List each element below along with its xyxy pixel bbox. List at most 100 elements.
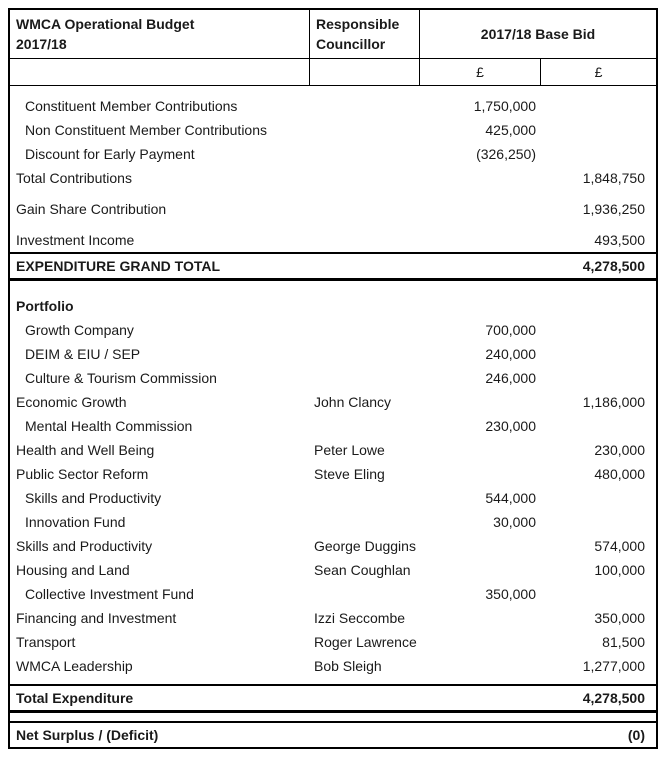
row-detail-amount: [420, 390, 541, 414]
row-total-amount: [541, 118, 656, 142]
budget-table: WMCA Operational Budget 2017/18 Responsi…: [8, 8, 658, 749]
row-label: [10, 221, 310, 228]
row-label: Skills and Productivity: [16, 538, 153, 554]
row-councillor: John Clancy: [314, 394, 392, 410]
row-detail-amount: [420, 281, 541, 294]
row-detail-amount: 240,000: [485, 346, 536, 362]
row-label: Collective Investment Fund: [25, 586, 194, 602]
table-row: [10, 221, 656, 228]
row-councillor: [310, 228, 420, 252]
table-row: Economic Growth John Clancy 1,186,000: [10, 390, 656, 414]
row-label: Growth Company: [25, 322, 134, 338]
row-detail-amount: 230,000: [485, 418, 536, 434]
row-label: Constituent Member Contributions: [25, 98, 238, 114]
row-detail-amount: [420, 438, 541, 462]
row-councillor: [310, 342, 420, 366]
row-detail-amount: 544,000: [485, 490, 536, 506]
row-councillor: Steve Eling: [314, 466, 385, 482]
row-total-amount: 4,278,500: [582, 258, 645, 274]
row-detail-amount: [420, 294, 541, 318]
row-total-amount: 230,000: [594, 442, 645, 458]
table-row: EXPENDITURE GRAND TOTAL 4,278,500: [10, 252, 656, 281]
row-detail-amount: 246,000: [485, 370, 536, 386]
row-label: [10, 713, 310, 721]
row-detail-amount: [420, 166, 541, 190]
header-empty-cell-1: [10, 59, 310, 86]
currency-symbol-detail: £: [420, 59, 541, 86]
table-row: Skills and Productivity 544,000: [10, 486, 656, 510]
row-total-amount: 1,936,250: [582, 201, 645, 217]
row-detail-amount: [420, 630, 541, 654]
row-detail-amount: [420, 686, 541, 710]
row-detail-amount: [420, 228, 541, 252]
table-row: Constituent Member Contributions 1,750,0…: [10, 94, 656, 118]
row-total-amount: [541, 678, 656, 684]
table-body: Constituent Member Contributions 1,750,0…: [10, 86, 656, 747]
table-row: Growth Company 700,000: [10, 318, 656, 342]
table-row: [10, 713, 656, 721]
row-label: Skills and Productivity: [25, 490, 162, 506]
row-total-amount: 350,000: [594, 610, 645, 626]
row-label: DEIM & EIU / SEP: [25, 346, 141, 362]
row-councillor: [310, 254, 420, 278]
row-councillor: [310, 94, 420, 118]
row-detail-amount: [420, 462, 541, 486]
row-detail-amount: 350,000: [485, 586, 536, 602]
row-label: Housing and Land: [16, 562, 130, 578]
row-councillor: Sean Coughlan: [314, 562, 411, 578]
row-label: Mental Health Commission: [25, 418, 193, 434]
row-total-amount: [541, 366, 656, 390]
row-councillor: [310, 294, 420, 318]
row-label: Total Expenditure: [16, 690, 134, 706]
row-councillor: [310, 582, 420, 606]
row-label: Total Contributions: [16, 170, 132, 186]
row-total-amount: [541, 713, 656, 721]
row-detail-amount: [420, 534, 541, 558]
row-label: Net Surplus / (Deficit): [16, 727, 159, 743]
table-row: Innovation Fund 30,000: [10, 510, 656, 534]
row-detail-amount: 425,000: [485, 122, 536, 138]
row-total-amount: [541, 190, 656, 197]
table-row: Net Surplus / (Deficit) (0): [10, 721, 656, 747]
row-total-amount: [541, 342, 656, 366]
row-councillor: George Duggins: [314, 538, 416, 554]
table-row: Total Contributions 1,848,750: [10, 166, 656, 190]
row-detail-amount: [420, 254, 541, 278]
table-header: WMCA Operational Budget 2017/18 Responsi…: [10, 10, 656, 86]
row-councillor: [310, 486, 420, 510]
row-total-amount: [541, 510, 656, 534]
row-councillor: Roger Lawrence: [314, 634, 417, 650]
row-label: Health and Well Being: [16, 442, 155, 458]
table-row: [10, 678, 656, 684]
row-total-amount: 81,500: [602, 634, 645, 650]
table-row: Total Expenditure 4,278,500: [10, 684, 656, 713]
row-total-amount: 100,000: [594, 562, 645, 578]
row-councillor: [310, 713, 420, 721]
table-row: Gain Share Contribution 1,936,250: [10, 197, 656, 221]
table-row: DEIM & EIU / SEP 240,000: [10, 342, 656, 366]
row-detail-amount: [420, 197, 541, 221]
row-total-amount: 4,278,500: [582, 690, 645, 706]
table-row: Discount for Early Payment (326,250): [10, 142, 656, 166]
header-councillor-line2: Councillor: [316, 36, 386, 52]
table-row: Health and Well Being Peter Lowe 230,000: [10, 438, 656, 462]
table-row: Mental Health Commission 230,000: [10, 414, 656, 438]
row-councillor: [310, 318, 420, 342]
table-row: Transport Roger Lawrence 81,500: [10, 630, 656, 654]
row-total-amount: 574,000: [594, 538, 645, 554]
row-councillor: [310, 197, 420, 221]
table-row: [10, 190, 656, 197]
row-detail-amount: 30,000: [493, 514, 536, 530]
row-label: Portfolio: [16, 298, 74, 314]
row-total-amount: [541, 486, 656, 510]
currency-symbol-total: £: [541, 59, 656, 86]
row-label: EXPENDITURE GRAND TOTAL: [16, 258, 221, 274]
row-councillor: [310, 281, 420, 294]
row-councillor: [310, 678, 420, 684]
header-empty-cell-2: [310, 59, 420, 86]
row-councillor: [310, 166, 420, 190]
row-councillor: [310, 190, 420, 197]
row-detail-amount: [420, 654, 541, 678]
row-detail-amount: [420, 221, 541, 228]
row-detail-amount: 1,750,000: [473, 98, 536, 114]
